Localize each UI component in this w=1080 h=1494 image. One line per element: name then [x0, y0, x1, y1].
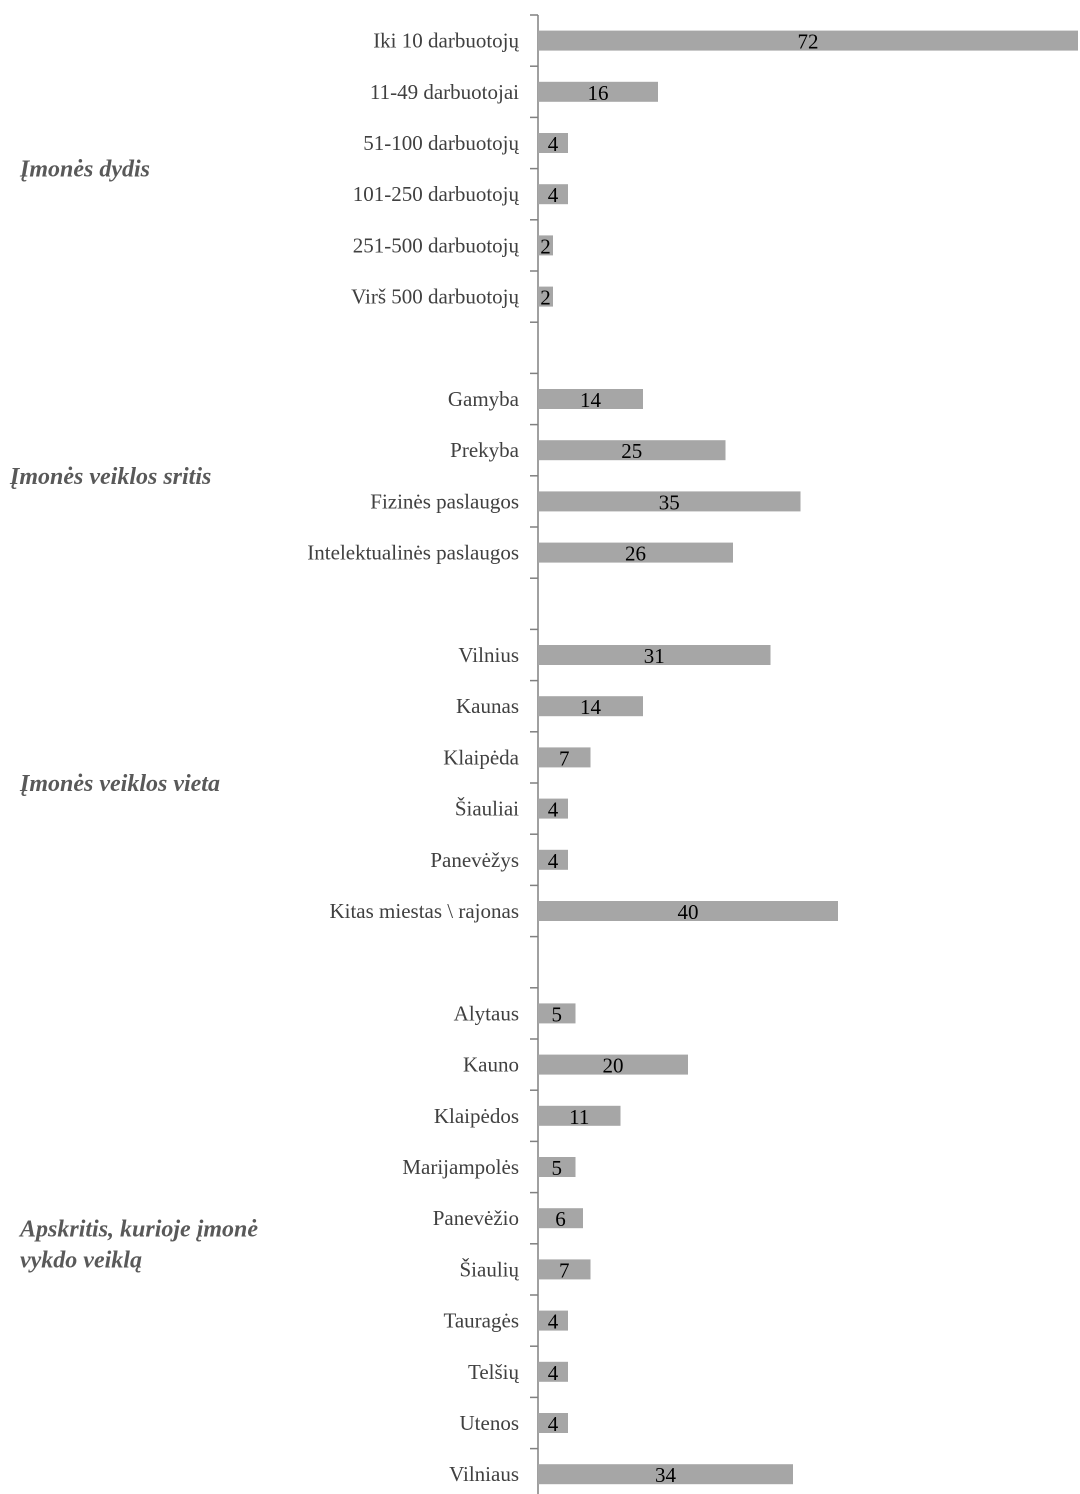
category-label: Telšių: [468, 1360, 520, 1384]
value-label: 4: [548, 798, 559, 822]
category-label: Kaunas: [456, 694, 519, 718]
value-label: 7: [559, 1258, 570, 1282]
value-label: 5: [552, 1156, 563, 1180]
category-label: Panevėžio: [433, 1206, 519, 1230]
category-label: Kitas miestas \ rajonas: [329, 899, 519, 923]
bar: [538, 235, 553, 256]
group-label: Įmonės dydis: [19, 157, 150, 183]
value-label: 34: [655, 1463, 677, 1487]
value-label: 2: [540, 234, 551, 258]
category-label: Panevėžys: [430, 848, 519, 872]
value-label: 5: [552, 1002, 563, 1026]
value-label: 31: [644, 644, 665, 668]
category-label: Vilniaus: [449, 1462, 519, 1486]
bar: [538, 747, 591, 768]
value-label: 20: [603, 1054, 624, 1078]
bar: [538, 30, 1078, 51]
bar: [538, 542, 733, 563]
value-label: 4: [548, 1412, 559, 1436]
value-label: 14: [580, 695, 602, 719]
category-label: 101-250 darbuotojų: [353, 182, 520, 206]
category-label: Virš 500 darbuotojų: [351, 285, 519, 309]
value-label: 4: [548, 1310, 559, 1334]
bar: [538, 440, 726, 461]
value-label: 4: [548, 1361, 559, 1385]
bar: [538, 1208, 583, 1229]
bar: [538, 1361, 568, 1382]
value-label: 2: [540, 286, 551, 310]
group-label: Įmonės veiklos vieta: [19, 771, 220, 797]
bar-layer: [538, 30, 1078, 1485]
bar: [538, 491, 801, 512]
bar: [538, 389, 643, 409]
value-label: 11: [569, 1105, 589, 1129]
value-label: 7: [559, 746, 570, 770]
group-label: Apskritis, kurioje įmonė: [18, 1216, 258, 1242]
value-label: 6: [555, 1207, 566, 1231]
category-label: Klaipėdos: [434, 1104, 519, 1128]
value-label: 72: [798, 30, 819, 54]
bar: [538, 901, 838, 921]
category-label: Marijampolės: [402, 1155, 519, 1179]
value-label: 4: [548, 183, 559, 207]
value-label: 4: [548, 849, 559, 873]
value-label: 16: [588, 81, 609, 105]
category-label: Gamyba: [448, 387, 520, 411]
bar: [538, 1003, 576, 1024]
category-label: Kauno: [463, 1053, 519, 1077]
category-label: Fizinės paslaugos: [370, 489, 519, 513]
category-label: Intelektualinės paslaugos: [307, 541, 519, 565]
bar: [538, 1054, 688, 1075]
category-label: Šiaulių: [459, 1257, 519, 1281]
bar: [538, 1259, 591, 1280]
category-label: Tauragės: [444, 1309, 520, 1333]
bar: [538, 81, 658, 102]
value-label: 35: [659, 490, 680, 514]
category-label: 251-500 darbuotojų: [353, 233, 520, 257]
axis-layer: [530, 14, 539, 1494]
value-label: 40: [678, 900, 699, 924]
category-label: Iki 10 darbuotojų: [373, 29, 519, 53]
category-label: Klaipėda: [443, 745, 519, 769]
bar: [538, 133, 568, 153]
bar: [538, 645, 771, 665]
group-label: Įmonės veiklos sritis: [9, 464, 211, 490]
bar: [538, 1310, 568, 1331]
bar: [538, 1413, 568, 1433]
bar: [538, 798, 568, 819]
bar: [538, 696, 643, 717]
category-label: Alytaus: [454, 1001, 519, 1025]
value-label: 26: [625, 542, 646, 566]
bar: [538, 1464, 793, 1485]
value-label: 4: [548, 132, 559, 156]
category-label: Utenos: [460, 1411, 520, 1435]
category-label: Prekyba: [450, 438, 519, 462]
bar: [538, 1157, 576, 1177]
category-label: Vilnius: [458, 643, 519, 667]
value-label: 14: [580, 388, 602, 412]
bar: [538, 1105, 621, 1126]
bar: [538, 849, 568, 870]
value-label: 25: [621, 439, 642, 463]
category-label: 11-49 darbuotojai: [370, 80, 519, 104]
bar: [538, 184, 568, 205]
group-label: vykdo veiklą: [20, 1247, 142, 1273]
category-label: 51-100 darbuotojų: [363, 131, 519, 155]
category-label: Šiauliai: [455, 797, 519, 821]
bar: [538, 286, 553, 307]
